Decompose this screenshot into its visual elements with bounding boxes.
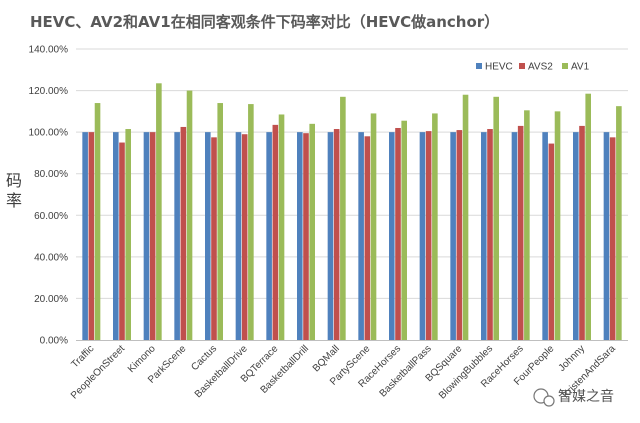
bar-hevc-13 (481, 132, 487, 340)
bar-av1-5 (248, 104, 254, 340)
bar-av1-16 (585, 93, 591, 340)
bar-hevc-3 (174, 132, 180, 340)
y-axis-ticks: 0.00% 20.00% 40.00% 60.00% 80.00% 100.00% 120.… (29, 45, 69, 347)
y-tick-label: 120.00% (29, 86, 69, 97)
wechat-icon (533, 388, 555, 407)
y-tick-label: 60.00% (34, 211, 68, 222)
bar-hevc-11 (419, 132, 426, 340)
bar-hevc-16 (573, 132, 579, 340)
bar-av1-14 (524, 110, 530, 340)
bar-avs2-0 (88, 132, 95, 340)
bar-avs2-14 (517, 125, 524, 341)
bar-avs2-7 (303, 133, 309, 340)
bar-hevc-10 (389, 132, 395, 340)
y-tick-label: 0.00% (40, 336, 68, 347)
watermark: 智媒之音 (533, 388, 614, 407)
bar-av1-3 (186, 90, 193, 340)
x-tick-label: Traffic (69, 343, 96, 370)
bar-av1-4 (217, 103, 223, 341)
bar-hevc-4 (205, 132, 211, 340)
bar-avs2-8 (333, 129, 340, 340)
legend-swatch-avs2 (519, 63, 525, 69)
bar-avs2-15 (548, 143, 555, 340)
x-tick-label: BasketballDrive (193, 343, 250, 400)
bar-avs2-6 (272, 124, 279, 340)
y-tick-label: 100.00% (29, 128, 69, 139)
bar-av1-12 (462, 94, 469, 340)
legend: HEVC AVS2 AV1 (476, 62, 590, 73)
bar-avs2-16 (579, 125, 585, 341)
bar-av1-11 (432, 113, 438, 340)
bar-av1-10 (401, 120, 407, 340)
bar-av1-1 (125, 129, 131, 340)
bar-hevc-15 (542, 132, 548, 340)
bar-av1-13 (493, 96, 499, 340)
bar-hevc-1 (113, 132, 119, 340)
x-tick-label: PeopleOnStreet (69, 343, 127, 401)
bar-hevc-12 (450, 132, 456, 340)
legend-label-hevc: HEVC (485, 62, 513, 73)
legend-label-avs2: AVS2 (528, 62, 553, 73)
bar-av1-8 (340, 96, 346, 340)
bar-av1-0 (94, 103, 101, 341)
bar-av1-2 (156, 83, 162, 341)
bar-avs2-11 (425, 131, 432, 340)
bar-avs2-9 (364, 136, 371, 340)
chart-title: HEVC、AV2和AV1在相同客观条件下码率对比（HEVC做anchor） (30, 13, 499, 31)
bar-hevc-8 (327, 132, 334, 340)
bar-hevc-14 (511, 132, 518, 340)
y-tick-label: 80.00% (34, 169, 68, 180)
legend-label-av1: AV1 (571, 62, 590, 73)
bar-avs2-17 (609, 137, 616, 340)
bar-av1-6 (278, 114, 285, 340)
bar-av1-9 (370, 113, 377, 340)
bar-avs2-13 (487, 129, 493, 340)
bar-av1-15 (554, 111, 561, 340)
bar-hevc-2 (143, 132, 150, 340)
x-tick-label: Johnny (557, 343, 588, 374)
y-tick-label: 140.00% (29, 45, 69, 56)
x-tick-label: BlowingBubbles (437, 343, 495, 401)
y-axis-label: 码率 (6, 171, 22, 210)
x-tick-label: Cactus (189, 343, 219, 373)
legend-swatch-hevc (476, 63, 482, 69)
gridlines (76, 48, 628, 299)
bar-avs2-3 (180, 126, 187, 340)
legend-swatch-av1 (562, 63, 568, 69)
bar-hevc-6 (266, 132, 272, 340)
bar-hevc-0 (82, 132, 88, 340)
bar-avs2-5 (241, 134, 248, 340)
bar-hevc-5 (235, 132, 242, 340)
watermark-text: 智媒之音 (558, 388, 614, 405)
bars (82, 83, 622, 341)
bar-hevc-7 (297, 132, 303, 340)
bar-hevc-17 (603, 132, 610, 340)
y-tick-label: 20.00% (34, 294, 68, 305)
bar-hevc-9 (358, 132, 364, 340)
bar-avs2-12 (456, 130, 463, 340)
y-tick-label: 40.00% (34, 252, 68, 263)
bar-avs2-1 (119, 142, 125, 340)
bar-avs2-4 (211, 137, 217, 340)
bar-av1-7 (309, 123, 315, 340)
bar-avs2-2 (149, 132, 156, 340)
bar-avs2-10 (395, 127, 401, 340)
bar-av1-17 (616, 106, 622, 341)
